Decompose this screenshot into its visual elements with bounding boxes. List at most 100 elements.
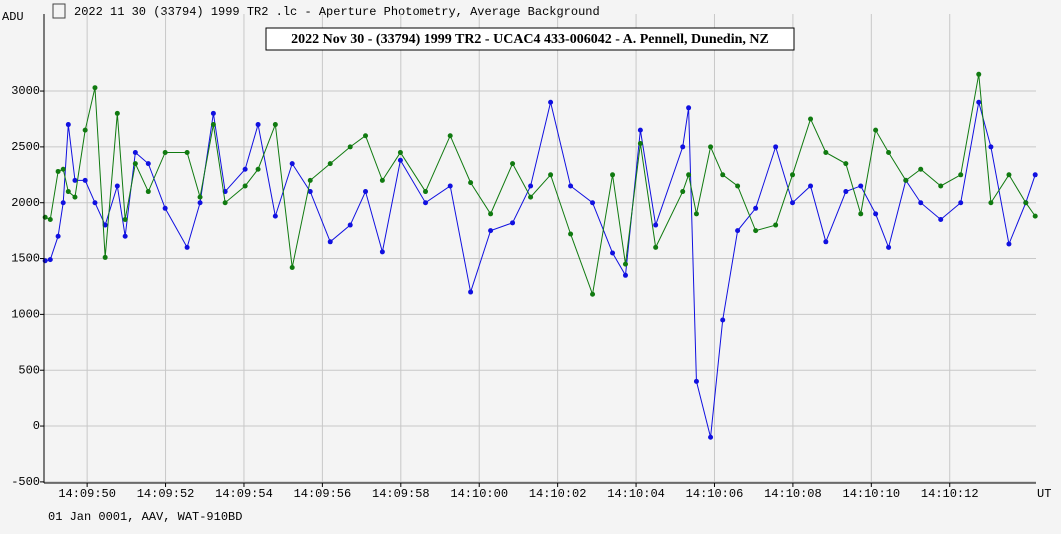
data-point <box>363 189 369 195</box>
data-point <box>708 434 714 440</box>
data-point <box>808 116 814 122</box>
data-point <box>693 211 699 217</box>
data-point <box>753 205 759 211</box>
data-point <box>753 228 759 234</box>
data-point <box>82 177 88 183</box>
data-point <box>720 317 726 323</box>
data-point <box>82 127 88 133</box>
footer: 01 Jan 0001, AAV, WAT-910BD <box>48 510 242 524</box>
y-tick-label: 1000 <box>11 308 40 322</box>
data-point <box>988 144 994 150</box>
data-point <box>1006 172 1012 178</box>
data-point <box>590 291 596 297</box>
x-tick-label: 14:10:04 <box>607 487 665 501</box>
data-point <box>858 183 864 189</box>
data-point <box>843 161 849 167</box>
data-point <box>720 172 726 178</box>
data-point <box>397 157 403 163</box>
data-point <box>903 177 909 183</box>
data-point <box>72 177 78 183</box>
x-tick-label: 14:09:54 <box>215 487 273 501</box>
y-axis-label: ADU <box>2 10 24 24</box>
plot-data <box>42 71 1038 440</box>
window-title: 2022 11 30 (33794) 1999 TR2 .lc - Apertu… <box>74 5 600 19</box>
data-point <box>132 161 138 167</box>
data-point <box>590 200 596 206</box>
data-point <box>468 289 474 295</box>
title-box <box>265 27 795 51</box>
data-point <box>145 189 151 195</box>
data-point <box>886 244 892 250</box>
data-point <box>145 161 151 167</box>
data-point <box>197 200 203 206</box>
data-point <box>379 177 385 183</box>
data-point <box>55 168 61 174</box>
x-tick-label: 14:10:10 <box>843 487 901 501</box>
data-point <box>184 244 190 250</box>
grid <box>40 14 1036 487</box>
data-point <box>488 228 494 234</box>
data-point <box>510 161 516 167</box>
data-point <box>790 172 796 178</box>
data-point <box>653 222 659 228</box>
data-point <box>735 183 741 189</box>
data-point <box>397 149 403 155</box>
x-tick-label: 14:10:12 <box>921 487 979 501</box>
data-point <box>122 216 128 222</box>
data-point <box>988 200 994 206</box>
data-point <box>423 189 429 195</box>
data-point <box>423 200 429 206</box>
data-point <box>72 194 78 200</box>
x-tick-label: 14:10:06 <box>686 487 744 501</box>
x-axis-label: UT <box>1037 487 1051 501</box>
series-line <box>44 74 1036 297</box>
data-point <box>272 122 278 128</box>
data-point <box>162 149 168 155</box>
data-point <box>347 144 353 150</box>
data-point <box>622 261 628 267</box>
data-point <box>114 183 120 189</box>
data-point <box>622 272 628 278</box>
data-point <box>693 378 699 384</box>
data-point <box>363 133 369 139</box>
data-point <box>1006 241 1012 247</box>
y-tick-label: 2500 <box>11 140 40 154</box>
data-point <box>60 200 66 206</box>
data-point <box>958 172 964 178</box>
data-point <box>653 244 659 250</box>
data-point <box>886 149 892 155</box>
x-tick-label: 14:10:08 <box>764 487 822 501</box>
data-point <box>379 249 385 255</box>
data-point <box>42 258 48 264</box>
y-tick-label: 1500 <box>11 252 40 266</box>
data-point <box>210 110 216 116</box>
data-point <box>60 166 66 172</box>
data-point <box>548 99 554 105</box>
data-point <box>686 105 692 111</box>
data-point <box>528 194 534 200</box>
data-point <box>1032 172 1038 178</box>
x-tick-label: 14:10:02 <box>529 487 587 501</box>
data-point <box>488 211 494 217</box>
data-point <box>327 239 333 245</box>
data-point <box>447 183 453 189</box>
data-point <box>1032 213 1038 219</box>
data-point <box>958 200 964 206</box>
data-point <box>289 161 295 167</box>
data-point <box>162 205 168 211</box>
data-point <box>47 216 53 222</box>
data-point <box>823 239 829 245</box>
data-point <box>102 222 108 228</box>
data-point <box>773 144 779 150</box>
data-point <box>47 257 53 263</box>
data-point <box>873 127 879 133</box>
y-tick-label: 3000 <box>11 84 40 98</box>
data-point <box>528 183 534 189</box>
data-point <box>132 149 138 155</box>
data-point <box>468 180 474 186</box>
y-tick-label: -500 <box>11 475 40 489</box>
data-point <box>568 183 574 189</box>
data-point <box>637 141 643 147</box>
data-point <box>773 222 779 228</box>
data-point <box>637 127 643 133</box>
